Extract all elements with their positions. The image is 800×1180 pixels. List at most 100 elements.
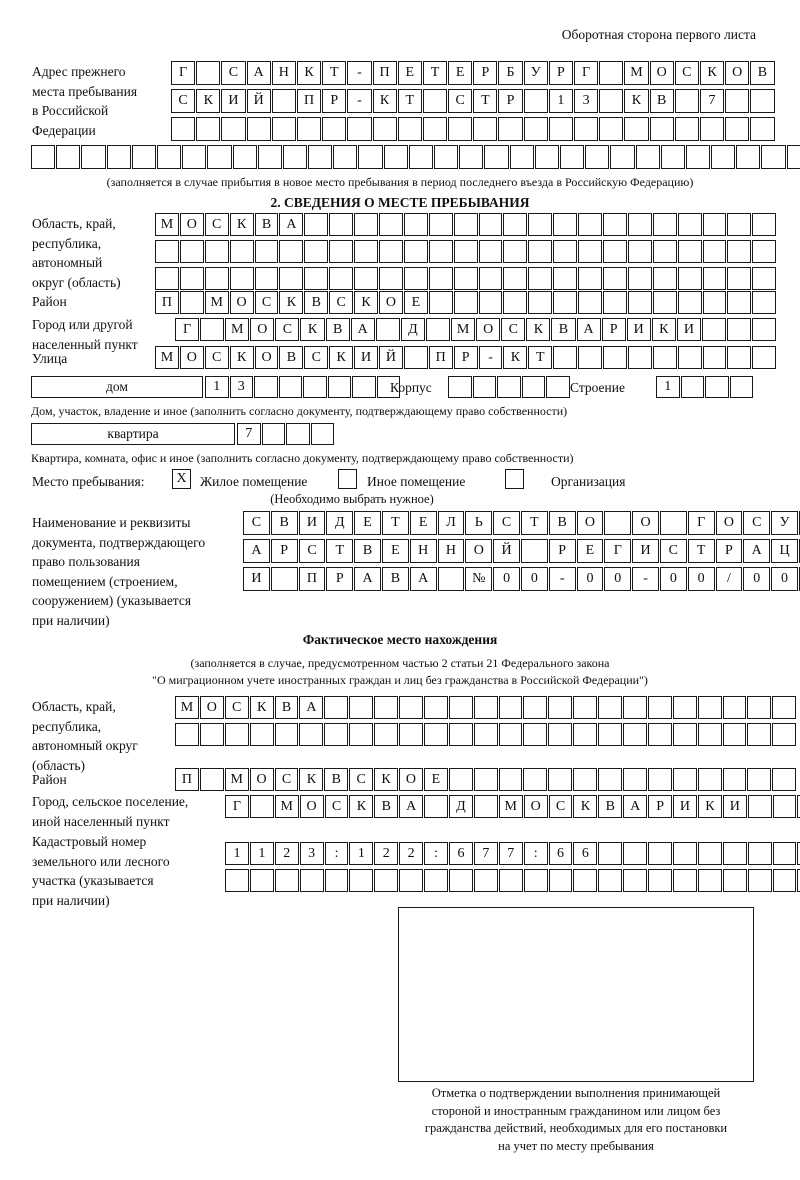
comb-cell[interactable] (375, 318, 400, 341)
comb-cell[interactable]: М (451, 318, 476, 341)
comb-cell[interactable]: 0 (687, 567, 715, 591)
comb-cell[interactable] (548, 696, 573, 719)
comb-cell[interactable]: Д (326, 511, 354, 535)
comb-cell[interactable] (797, 869, 800, 892)
comb-cell[interactable]: С (204, 346, 229, 369)
comb-cell[interactable]: К (196, 89, 221, 113)
comb-cell[interactable]: К (296, 61, 322, 85)
comb-cell[interactable]: - (548, 567, 576, 591)
comb-cell[interactable] (573, 723, 598, 746)
comb-cell[interactable] (349, 696, 374, 719)
comb-cell[interactable]: В (551, 318, 576, 341)
comb-cell[interactable] (702, 240, 727, 263)
checkbox-organizaciya[interactable] (505, 469, 524, 489)
comb-cell[interactable]: Р (715, 539, 743, 563)
comb-cell[interactable] (424, 795, 449, 818)
comb-cell[interactable] (672, 768, 697, 791)
comb-cell[interactable] (752, 318, 777, 341)
comb-cell[interactable] (548, 117, 573, 141)
comb-cell[interactable] (249, 795, 274, 818)
comb-cell[interactable]: О (476, 318, 501, 341)
comb-cell[interactable] (299, 869, 324, 892)
comb-cell[interactable] (725, 89, 750, 113)
comb-cell[interactable] (727, 346, 752, 369)
comb-cell[interactable]: А (299, 696, 324, 719)
comb-cell[interactable]: И (354, 346, 379, 369)
comb-cell[interactable] (623, 723, 647, 746)
comb-cell[interactable]: К (624, 89, 649, 113)
comb-cell[interactable] (797, 842, 800, 865)
comb-cell[interactable] (403, 346, 428, 369)
comb-cell[interactable]: В (254, 213, 279, 236)
comb-cell[interactable]: Е (354, 511, 381, 535)
comb-cell[interactable] (772, 869, 797, 892)
comb-cell[interactable] (271, 117, 296, 141)
comb-cell[interactable]: О (632, 511, 659, 535)
comb-cell[interactable]: Р (548, 539, 576, 563)
comb-cell[interactable] (484, 145, 509, 169)
comb-cell[interactable] (635, 145, 660, 169)
comb-cell[interactable]: С (329, 291, 354, 314)
comb-cell[interactable] (672, 696, 697, 719)
comb-cell[interactable] (752, 291, 777, 314)
comb-cell[interactable] (422, 117, 448, 141)
comb-cell[interactable]: С (274, 768, 299, 791)
comb-cell[interactable] (548, 768, 573, 791)
comb-cell[interactable]: 1 (205, 376, 229, 398)
comb-cell[interactable]: 7 (498, 842, 523, 865)
comb-cell[interactable] (352, 376, 376, 398)
comb-cell[interactable]: К (573, 795, 598, 818)
comb-cell[interactable] (604, 511, 632, 535)
comb-cell[interactable] (523, 869, 548, 892)
comb-cell[interactable]: Т (473, 89, 498, 113)
comb-cell[interactable] (270, 567, 298, 591)
comb-cell[interactable]: П (298, 567, 326, 591)
comb-cell[interactable] (498, 696, 523, 719)
comb-cell[interactable] (647, 768, 672, 791)
comb-cell[interactable] (598, 768, 623, 791)
cadastral-row-2[interactable] (225, 869, 800, 892)
comb-cell[interactable]: Г (574, 61, 599, 85)
comb-cell[interactable]: 7 (237, 423, 261, 445)
comb-cell[interactable] (610, 145, 635, 169)
comb-cell[interactable]: 3 (574, 89, 599, 113)
comb-cell[interactable] (296, 117, 322, 141)
comb-cell[interactable] (702, 267, 727, 290)
comb-cell[interactable] (603, 291, 627, 314)
checkbox-zhiloe-pomeshchenie[interactable]: Х (172, 469, 191, 489)
comb-cell[interactable] (727, 213, 752, 236)
comb-cell[interactable]: № (465, 567, 493, 591)
comb-cell[interactable]: И (798, 539, 800, 563)
comb-cell[interactable] (603, 240, 627, 263)
comb-cell[interactable] (534, 145, 559, 169)
previous-address-row-3[interactable] (171, 117, 776, 141)
comb-cell[interactable] (674, 117, 699, 141)
comb-cell[interactable]: С (304, 346, 329, 369)
comb-cell[interactable] (448, 117, 473, 141)
comb-cell[interactable] (200, 318, 225, 341)
comb-cell[interactable]: Г (171, 61, 196, 85)
comb-cell[interactable] (603, 346, 627, 369)
comb-cell[interactable]: Г (175, 318, 200, 341)
comb-cell[interactable] (478, 213, 503, 236)
comb-cell[interactable]: И (221, 89, 246, 113)
comb-cell[interactable] (747, 842, 772, 865)
comb-cell[interactable] (598, 842, 623, 865)
comb-cell[interactable]: 7 (699, 89, 725, 113)
comb-cell[interactable] (701, 318, 727, 341)
comb-cell[interactable] (786, 145, 800, 169)
comb-cell[interactable] (528, 267, 553, 290)
comb-cell[interactable] (473, 117, 498, 141)
comb-cell[interactable] (303, 376, 327, 398)
comb-cell[interactable]: 7 (473, 842, 498, 865)
comb-cell[interactable] (434, 145, 459, 169)
comb-cell[interactable] (660, 145, 685, 169)
comb-cell[interactable] (497, 376, 521, 398)
comb-cell[interactable] (747, 768, 772, 791)
comb-cell[interactable] (702, 291, 727, 314)
comb-cell[interactable]: В (381, 567, 409, 591)
comb-cell[interactable] (453, 213, 478, 236)
